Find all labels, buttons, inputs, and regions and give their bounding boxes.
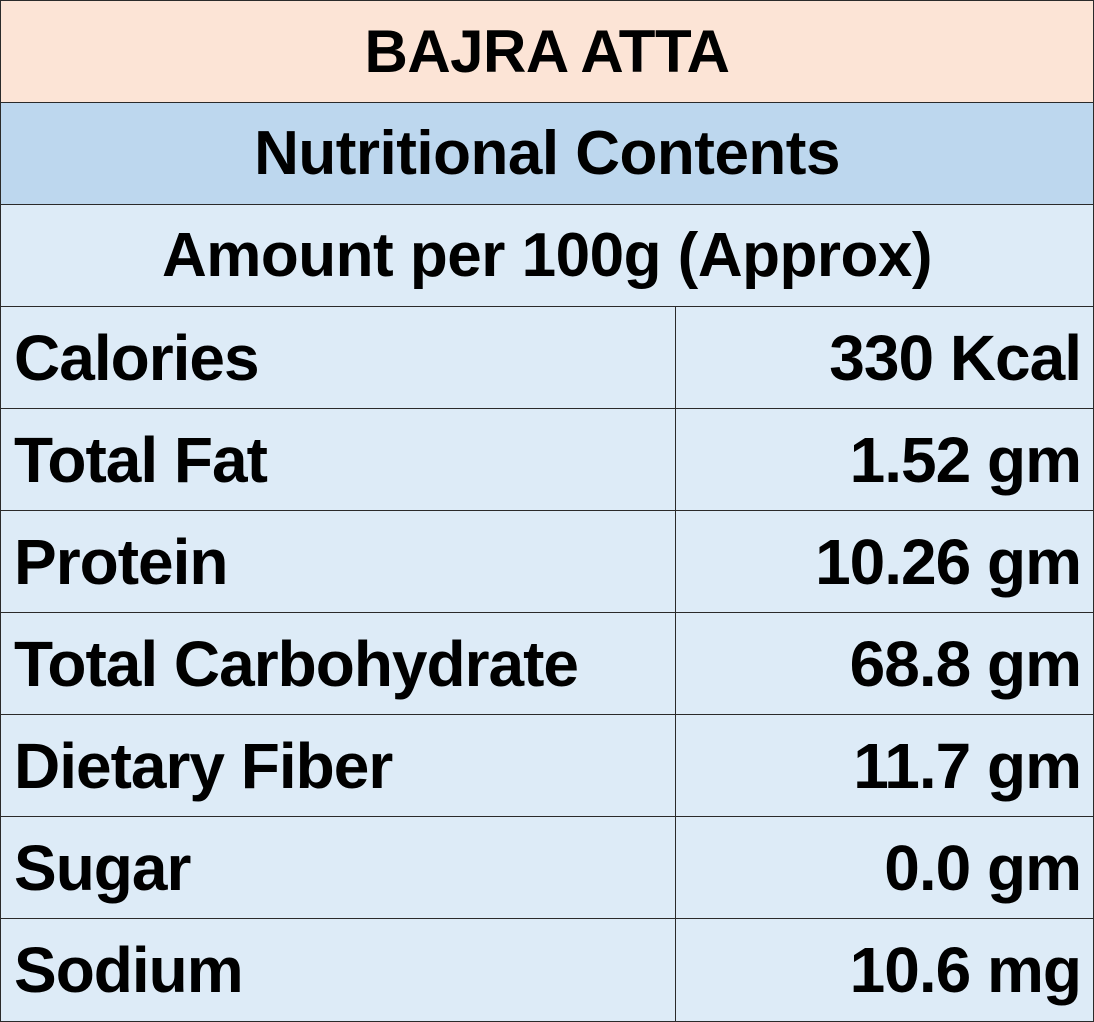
table-row: Sodium 10.6 mg bbox=[1, 919, 1093, 1021]
nutrient-label: Calories bbox=[1, 307, 676, 408]
nutrient-label: Total Carbohydrate bbox=[1, 613, 676, 714]
table-row: Calories 330 Kcal bbox=[1, 307, 1093, 409]
table-subtitle: Nutritional Contents bbox=[1, 103, 1093, 205]
table-row: Total Carbohydrate 68.8 gm bbox=[1, 613, 1093, 715]
table-row: Sugar 0.0 gm bbox=[1, 817, 1093, 919]
amount-note-text: Amount per 100g (Approx) bbox=[162, 221, 932, 290]
nutrient-label: Sugar bbox=[1, 817, 676, 918]
nutrient-label: Sodium bbox=[1, 919, 676, 1021]
nutrient-value: 10.6 mg bbox=[849, 934, 1082, 1006]
nutrient-value: 1.52 gm bbox=[849, 423, 1082, 496]
subtitle-text: Nutritional Contents bbox=[254, 119, 840, 188]
nutrient-value: 0.0 gm bbox=[884, 831, 1082, 904]
table-title: BAJRA ATTA bbox=[1, 1, 1093, 103]
nutrient-label: Protein bbox=[1, 511, 676, 612]
table-row: Total Fat 1.52 gm bbox=[1, 409, 1093, 511]
nutrient-value: 68.8 gm bbox=[849, 627, 1082, 700]
table-row: Protein 10.26 gm bbox=[1, 511, 1093, 613]
table-row: Dietary Fiber 11.7 gm bbox=[1, 715, 1093, 817]
amount-note-row: Amount per 100g (Approx) bbox=[1, 205, 1093, 307]
nutrient-label: Dietary Fiber bbox=[1, 715, 676, 816]
title-text: BAJRA ATTA bbox=[364, 18, 730, 85]
nutrient-value: 10.26 gm bbox=[815, 525, 1082, 598]
nutrient-value: 330 Kcal bbox=[829, 321, 1082, 394]
nutrient-label: Total Fat bbox=[1, 409, 676, 510]
nutrient-value: 11.7 gm bbox=[853, 729, 1082, 802]
